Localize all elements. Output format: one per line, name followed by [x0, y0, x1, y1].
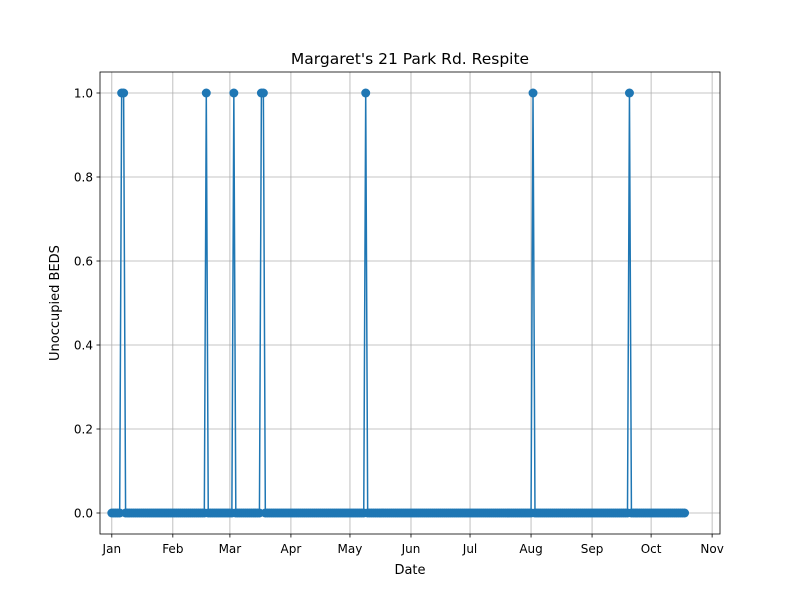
x-axis-ticks: Jan Feb Mar Apr May Jun Jul Aug Sep Oct Nov — [102, 534, 724, 556]
series — [107, 88, 690, 518]
x-tick-label: Feb — [162, 542, 183, 556]
data-point — [680, 508, 690, 518]
x-tick-label: Aug — [519, 542, 542, 556]
y-tick-label: 0.0 — [74, 506, 93, 520]
x-tick-label: Oct — [641, 542, 662, 556]
x-tick-label: Jul — [462, 542, 477, 556]
x-tick-label: Jun — [401, 542, 421, 556]
data-point — [229, 88, 239, 98]
y-tick-label: 1.0 — [74, 86, 93, 100]
x-axis-label: Date — [394, 563, 425, 578]
plot-frame — [99, 71, 721, 535]
data-point — [119, 88, 129, 98]
y-tick-label: 0.8 — [74, 170, 93, 184]
data-point — [258, 88, 268, 98]
y-tick-label: 0.2 — [74, 422, 93, 436]
x-tick-label: Sep — [581, 542, 604, 556]
data-point — [624, 88, 634, 98]
plot-area — [100, 72, 720, 534]
x-tick-label: Apr — [281, 542, 302, 556]
chart-title: Margaret's 21 Park Rd. Respite — [291, 50, 529, 68]
x-tick-label: May — [338, 542, 363, 556]
x-tick-label: Nov — [700, 542, 723, 556]
y-axis-label: Unoccupied BEDS — [48, 245, 63, 361]
y-axis-ticks: 0.0 0.2 0.4 0.6 0.8 1.0 — [74, 86, 100, 520]
data-point — [528, 88, 538, 98]
x-tick-label: Jan — [102, 542, 122, 556]
data-point — [361, 88, 371, 98]
y-tick-label: 0.4 — [74, 338, 93, 352]
x-tick-label: Mar — [219, 542, 242, 556]
y-tick-label: 0.6 — [74, 254, 93, 268]
data-point — [201, 88, 211, 98]
